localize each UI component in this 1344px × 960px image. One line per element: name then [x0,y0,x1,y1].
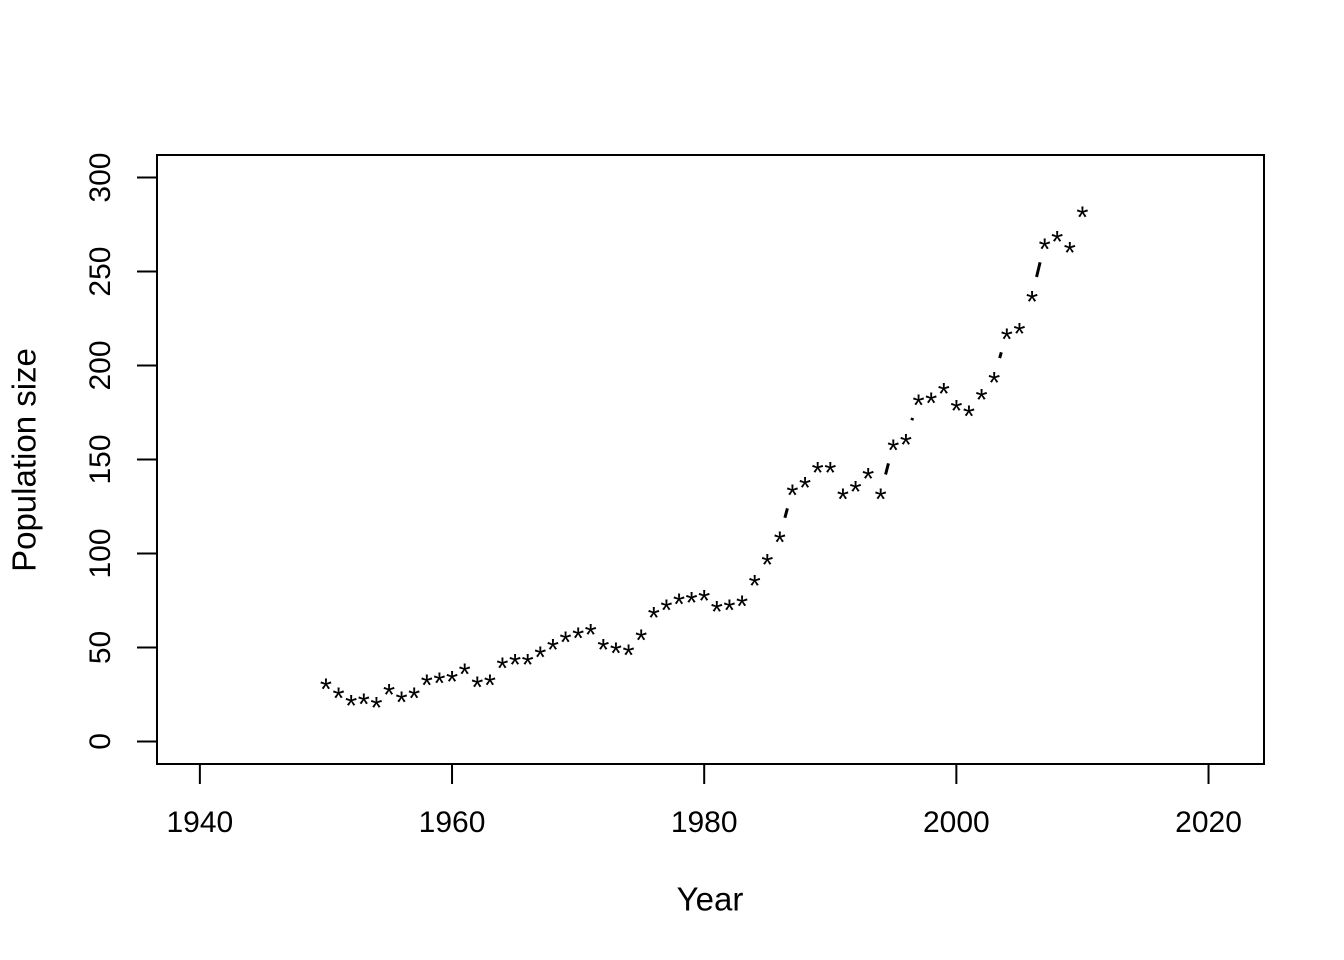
data-point: * [471,669,483,704]
data-point: * [534,639,546,674]
connector-segment [783,508,789,519]
data-point: * [1051,224,1063,259]
data-point: * [812,455,824,490]
data-point: * [1076,200,1088,235]
data-point: * [660,592,672,627]
data-point: * [383,677,395,712]
connector-segment [884,462,890,475]
data-point: * [976,382,988,417]
data-point: * [963,399,975,434]
data-point: * [396,684,408,719]
data-point: * [446,664,458,699]
x-tick-label: 1980 [671,806,738,839]
x-tick-label: 1940 [166,806,233,839]
data-point: * [875,481,887,516]
data-point: * [1001,322,1013,357]
data-point: * [862,461,874,496]
y-axis-title: Population size [5,348,43,572]
x-tick-label: 2020 [1175,806,1242,839]
data-point: * [1013,316,1025,351]
x-tick-label: 2000 [923,806,990,839]
data-point: * [1039,231,1051,266]
y-tick-label: 250 [84,247,117,297]
data-point: * [433,666,445,701]
data-point: * [623,637,635,672]
data-point: * [925,386,937,421]
data-point: * [1064,235,1076,270]
data-point: * [484,668,496,703]
y-tick-label: 100 [84,528,117,578]
data-point: * [698,583,710,618]
data-point: * [496,651,508,686]
data-point: * [686,585,698,620]
data-point: * [749,568,761,603]
data-point: * [849,474,861,509]
data-point: * [610,636,622,671]
connector-segment [998,351,1003,359]
data-point: * [988,365,1000,400]
data-point: * [711,594,723,629]
data-point: * [736,589,748,624]
x-tick-label: 1960 [419,806,486,839]
data-point: * [421,668,433,703]
y-tick-label: 50 [84,631,117,664]
data-point: * [547,632,559,667]
data-point: * [824,455,836,490]
data-point: * [1026,284,1038,319]
data-point: * [509,647,521,682]
data-point: * [837,481,849,516]
data-point: * [358,686,370,721]
data-point: * [900,427,912,462]
data-point: * [648,600,660,635]
data-point: * [459,656,471,691]
data-point: * [597,632,609,667]
data-point: * [761,547,773,582]
data-point: * [912,387,924,422]
data-point: * [408,681,420,716]
y-tick-label: 300 [84,153,117,203]
connector-segment [1035,261,1042,278]
connector-segment [910,417,915,421]
data-point: * [786,478,798,513]
y-tick-label: 150 [84,434,117,484]
data-point: * [887,433,899,468]
data-point: * [673,587,685,622]
data-point: * [522,647,534,682]
data-point: * [345,688,357,723]
x-axis-title: Year [676,880,744,918]
data-point: * [950,393,962,428]
data-point: * [559,624,571,659]
data-point: * [572,621,584,656]
data-point: * [320,671,332,706]
y-tick-label: 0 [84,733,117,750]
data-point: * [635,622,647,657]
data-point: * [774,525,786,560]
data-point: * [723,592,735,627]
data-point: * [938,376,950,411]
data-point: * [799,470,811,505]
y-tick-label: 200 [84,340,117,390]
data-point: * [333,681,345,716]
data-point: * [370,690,382,725]
data-point: * [585,617,597,652]
